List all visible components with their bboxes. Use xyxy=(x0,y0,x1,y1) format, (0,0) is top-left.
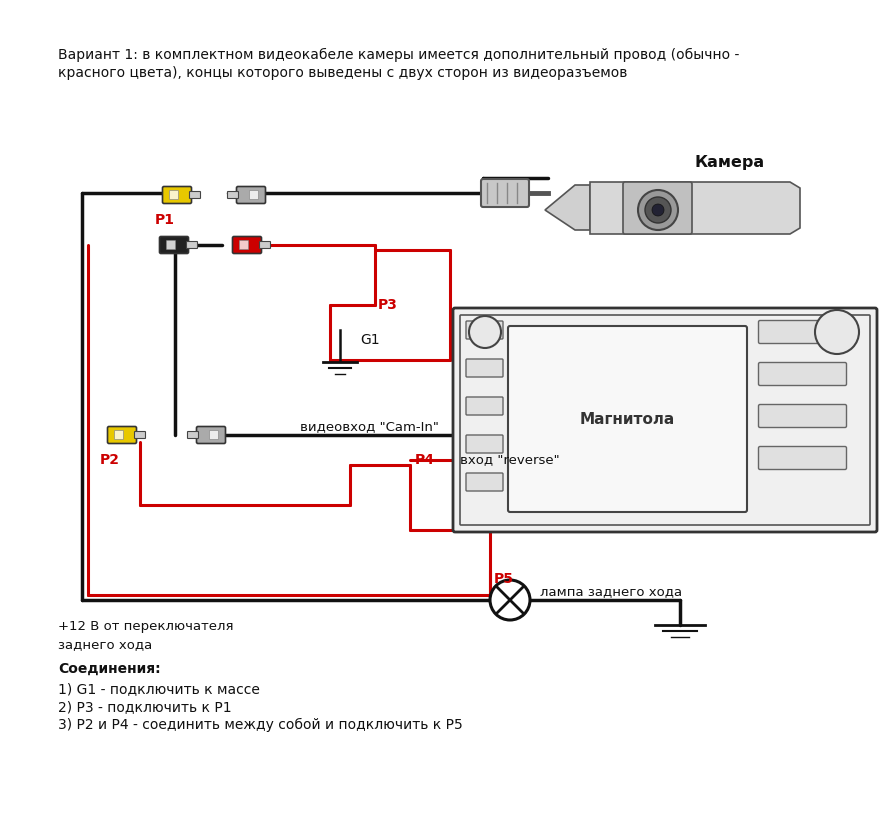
FancyBboxPatch shape xyxy=(163,186,192,204)
FancyBboxPatch shape xyxy=(187,241,197,249)
FancyBboxPatch shape xyxy=(758,320,847,343)
FancyBboxPatch shape xyxy=(453,308,877,532)
Text: P5: P5 xyxy=(494,572,514,586)
FancyBboxPatch shape xyxy=(134,432,146,438)
FancyBboxPatch shape xyxy=(189,191,201,199)
Circle shape xyxy=(638,190,678,230)
FancyBboxPatch shape xyxy=(187,432,199,438)
FancyBboxPatch shape xyxy=(481,179,529,207)
FancyBboxPatch shape xyxy=(623,182,692,234)
Text: P4: P4 xyxy=(415,453,435,467)
Text: P3: P3 xyxy=(378,298,398,312)
FancyBboxPatch shape xyxy=(166,241,176,250)
FancyBboxPatch shape xyxy=(232,236,262,254)
Text: красного цвета), концы которого выведены с двух сторон из видеоразъемов: красного цвета), концы которого выведены… xyxy=(58,66,628,80)
FancyBboxPatch shape xyxy=(260,241,271,249)
Polygon shape xyxy=(545,185,590,230)
Circle shape xyxy=(815,310,859,354)
FancyBboxPatch shape xyxy=(240,241,248,250)
Text: Вариант 1: в комплектном видеокабеле камеры имеется дополнительный провод (обычн: Вариант 1: в комплектном видеокабеле кам… xyxy=(58,48,739,62)
Text: 3) Р2 и Р4 - соединить между собой и подключить к Р5: 3) Р2 и Р4 - соединить между собой и под… xyxy=(58,718,462,732)
Text: 2) Р3 - подключить к Р1: 2) Р3 - подключить к Р1 xyxy=(58,700,232,714)
FancyBboxPatch shape xyxy=(758,447,847,470)
FancyBboxPatch shape xyxy=(758,405,847,428)
FancyBboxPatch shape xyxy=(466,321,503,339)
FancyBboxPatch shape xyxy=(159,236,188,254)
Text: +12 В от переключателя: +12 В от переключателя xyxy=(58,620,233,633)
Circle shape xyxy=(652,204,664,216)
FancyBboxPatch shape xyxy=(249,190,258,200)
Text: Магнитола: Магнитола xyxy=(580,411,675,426)
Circle shape xyxy=(469,316,501,348)
FancyBboxPatch shape xyxy=(758,363,847,386)
Text: лампа заднего хода: лампа заднего хода xyxy=(540,585,682,599)
Text: видеовход "Cam-In": видеовход "Cam-In" xyxy=(300,420,438,433)
Text: P2: P2 xyxy=(100,453,120,467)
Circle shape xyxy=(645,197,671,223)
FancyBboxPatch shape xyxy=(196,426,225,443)
FancyBboxPatch shape xyxy=(237,186,265,204)
FancyBboxPatch shape xyxy=(466,359,503,377)
FancyBboxPatch shape xyxy=(210,430,218,439)
FancyBboxPatch shape xyxy=(108,426,136,443)
Text: Камера: Камера xyxy=(695,155,765,170)
Text: 1) G1 - подключить к массе: 1) G1 - подключить к массе xyxy=(58,682,260,696)
Text: P1: P1 xyxy=(155,213,175,227)
Text: Соединения:: Соединения: xyxy=(58,662,161,676)
FancyBboxPatch shape xyxy=(466,473,503,491)
FancyBboxPatch shape xyxy=(466,435,503,453)
FancyBboxPatch shape xyxy=(227,191,239,199)
Text: заднего хода: заднего хода xyxy=(58,638,152,651)
FancyBboxPatch shape xyxy=(115,430,124,439)
Text: G1: G1 xyxy=(360,333,379,347)
FancyBboxPatch shape xyxy=(508,326,747,512)
FancyBboxPatch shape xyxy=(466,397,503,415)
Text: вход "reverse": вход "reverse" xyxy=(460,453,560,466)
FancyBboxPatch shape xyxy=(170,190,179,200)
Polygon shape xyxy=(590,182,800,234)
Circle shape xyxy=(490,580,530,620)
